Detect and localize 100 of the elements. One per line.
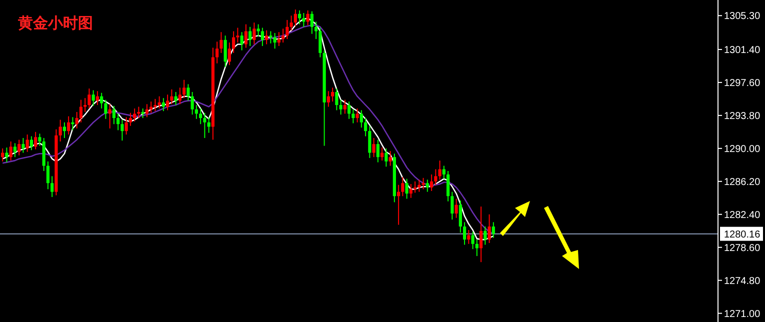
candlestick	[488, 214, 491, 244]
candlestick	[446, 170, 450, 202]
y-tick-label: 1301.40	[724, 44, 761, 56]
candlestick	[178, 87, 182, 105]
candlestick	[434, 168, 438, 186]
candlestick	[352, 108, 355, 124]
candlestick	[484, 226, 487, 246]
ref-line-label: 1280.16	[724, 229, 761, 240]
y-tick-label: 1305.30	[724, 11, 761, 22]
candlestick	[84, 98, 87, 112]
candlestick	[38, 133, 42, 146]
y-tick-label: 1290.00	[724, 144, 761, 155]
candlestick	[124, 116, 128, 136]
candlestick	[228, 42, 231, 66]
candlestick	[182, 79, 186, 99]
candlestick	[471, 231, 474, 250]
candlestick	[92, 90, 95, 106]
candlestick	[368, 125, 372, 158]
candlestick	[154, 98, 157, 112]
candlestick	[186, 84, 190, 102]
text: 黄金小时图	[17, 14, 93, 32]
candlestick	[384, 148, 388, 168]
candlestick	[100, 92, 104, 109]
candlestick	[62, 122, 66, 138]
candlestick	[58, 119, 62, 142]
candlestick	[290, 15, 293, 31]
candlestick	[454, 198, 458, 218]
candlestick	[30, 136, 33, 151]
candlestick	[260, 27, 264, 46]
y-tick-label: 1293.80	[724, 110, 761, 122]
candlestick	[18, 139, 21, 156]
candlestick	[190, 92, 194, 116]
candlestick	[22, 138, 25, 154]
candlestick	[463, 222, 466, 246]
candlestick	[430, 174, 434, 192]
candlestick	[256, 24, 260, 37]
candlestick	[220, 32, 223, 54]
candlestick	[348, 101, 351, 120]
y-tick-label: 1278.60	[724, 242, 761, 254]
candlestick	[236, 27, 240, 44]
candlestick	[150, 101, 153, 114]
candlestick	[360, 110, 363, 128]
candlestick	[265, 30, 268, 45]
candlestick	[294, 9, 297, 27]
candlestick	[442, 165, 446, 180]
candlestick	[339, 99, 342, 116]
candlestick	[224, 35, 227, 68]
candlestick	[248, 26, 252, 46]
candlestick	[34, 131, 38, 150]
candlestick	[216, 41, 219, 64]
candlestick	[244, 24, 248, 48]
candlestick	[104, 99, 108, 120]
candlestick	[282, 28, 285, 44]
y-tick-label: 1282.40	[724, 210, 761, 221]
candlestick	[302, 12, 306, 28]
candlestick	[26, 134, 29, 152]
candlestick	[252, 22, 256, 45]
candlestick	[492, 222, 495, 238]
candlestick	[306, 10, 310, 26]
candlestick	[356, 108, 359, 123]
candlestick	[409, 184, 412, 198]
candlestick	[133, 108, 136, 122]
y-tick-label: 1297.60	[724, 78, 761, 89]
candlestick	[112, 105, 116, 125]
candlestick	[128, 112, 132, 126]
candlestick	[310, 10, 314, 34]
candlestick	[422, 177, 425, 190]
candlestick	[162, 98, 165, 112]
candlestick	[418, 179, 421, 192]
candlestick	[269, 30, 272, 44]
candlestick	[480, 206, 483, 263]
candlestick	[331, 87, 334, 102]
candlestick	[13, 142, 16, 158]
y-tick-label: 1286.20	[724, 176, 761, 188]
candlestick	[79, 99, 82, 123]
candlestick	[458, 200, 462, 234]
candlestick	[75, 111, 78, 129]
candlestick	[67, 116, 70, 136]
candlestick	[116, 113, 120, 131]
candlestick	[450, 191, 454, 220]
candlestick	[9, 140, 12, 162]
candlestick	[240, 32, 244, 51]
candlestick	[438, 160, 442, 180]
candlestick	[343, 99, 346, 114]
candlestick	[405, 178, 408, 200]
candlestick	[158, 96, 161, 109]
candlestick	[286, 19, 289, 40]
candlestick	[50, 176, 54, 198]
candlestick	[372, 138, 376, 158]
candlestick	[88, 88, 91, 109]
candlestick	[46, 160, 50, 190]
candlestick	[467, 230, 470, 244]
y-tick-label: 1274.80	[724, 276, 761, 287]
candlestick	[335, 88, 338, 111]
candlestick	[326, 90, 330, 108]
candlestick	[364, 118, 368, 137]
candlestick	[318, 27, 322, 58]
candlestick	[203, 112, 206, 138]
candlestick	[120, 119, 124, 142]
candlestick	[388, 150, 392, 166]
